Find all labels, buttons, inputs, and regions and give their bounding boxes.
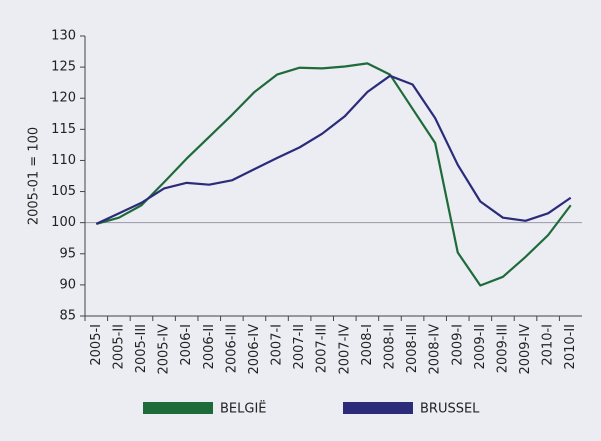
x-tick-label: 2008-III [405,324,420,373]
x-tick-label: 2007-IV [337,324,352,375]
x-tick-label: 2009-I [450,324,465,366]
y-tick-label: 85 [59,309,76,324]
x-tick-label: 2009-IV [518,324,533,375]
y-axis-label: 2005-01 = 100 [27,127,42,225]
x-tick-label: 2005-II [111,324,126,369]
y-tick-label: 105 [51,184,76,199]
legend-label: BELGIË [220,401,267,417]
legend-swatch [143,402,213,414]
x-tick-label: 2009-III [495,324,510,373]
x-tick-label: 2010-II [563,324,578,369]
x-tick-label: 2009-II [473,324,488,369]
y-tick-label: 90 [59,277,76,292]
x-tick-label: 2007-III [315,324,330,373]
y-tick-label: 100 [51,215,76,230]
x-tick-label: 2005-I [89,324,104,366]
series-line [96,62,572,287]
x-tick-label: 2005-III [134,324,149,373]
y-tick-label: 115 [51,122,76,137]
y-tick-label: 125 [51,60,76,75]
legend-swatch [343,402,413,414]
x-tick-label: 2008-I [360,324,375,366]
legend-label: BRUSSEL [420,402,480,417]
y-tick-label: 120 [51,91,76,106]
x-tick-label: 2008-II [382,324,397,369]
x-tick-label: 2006-II [202,324,217,369]
x-tick-label: 2007-II [292,324,307,369]
y-tick-label: 110 [51,153,76,168]
series-line [95,74,572,225]
x-tick-label: 2010-I [541,324,556,366]
x-tick-label: 2006-IV [247,324,262,375]
x-tick-label: 2007-I [270,324,285,366]
y-tick-label: 95 [59,246,76,261]
x-tick-label: 2006-III [224,324,239,373]
x-tick-label: 2008-IV [428,324,443,375]
x-tick-label: 2005-IV [157,324,172,375]
y-tick-label: 130 [51,29,76,44]
x-tick-label: 2006-I [179,324,194,366]
